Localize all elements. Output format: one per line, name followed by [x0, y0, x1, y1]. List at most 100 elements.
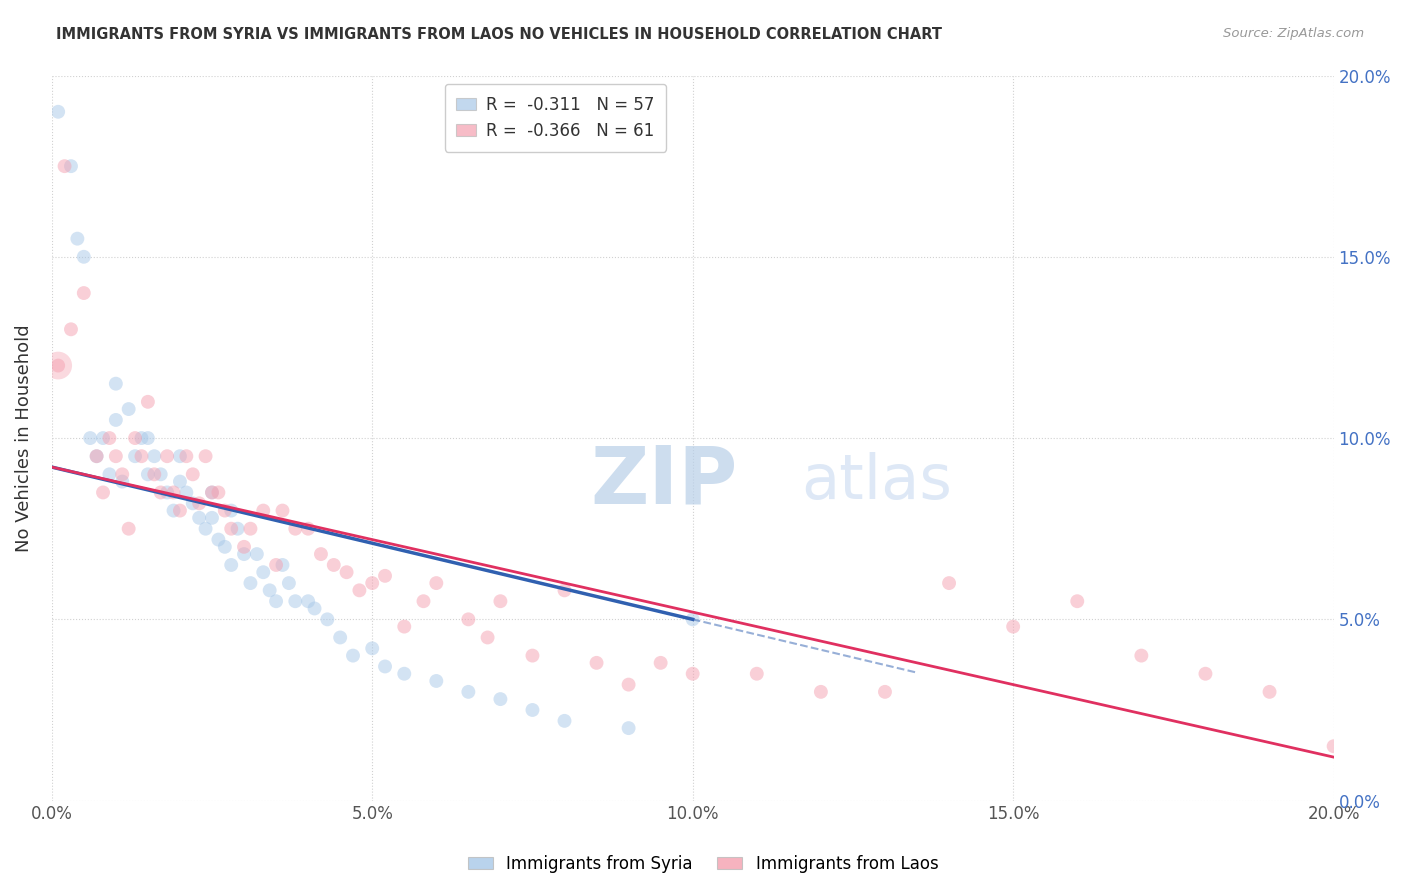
Point: [104, 449, 127, 463]
Point: [207, 485, 229, 500]
Point: [617, 721, 640, 735]
Point: [309, 547, 332, 561]
Point: [124, 449, 146, 463]
Point: [297, 594, 319, 608]
Point: [522, 703, 544, 717]
Point: [214, 540, 236, 554]
Point: [111, 467, 134, 482]
Point: [98, 467, 121, 482]
Point: [136, 467, 159, 482]
Point: [143, 467, 166, 482]
Point: [1258, 685, 1281, 699]
Point: [522, 648, 544, 663]
Point: [104, 413, 127, 427]
Point: [233, 547, 256, 561]
Text: atlas: atlas: [801, 451, 952, 512]
Point: [59, 159, 82, 173]
Point: [181, 496, 204, 510]
Point: [682, 666, 704, 681]
Point: [489, 594, 512, 608]
Point: [46, 359, 69, 373]
Point: [169, 475, 191, 489]
Point: [873, 685, 896, 699]
Point: [1130, 648, 1153, 663]
Point: [361, 641, 384, 656]
Point: [219, 558, 242, 572]
Point: [162, 485, 184, 500]
Point: [79, 431, 101, 445]
Point: [207, 533, 229, 547]
Point: [284, 594, 307, 608]
Point: [239, 576, 262, 591]
Point: [745, 666, 768, 681]
Point: [104, 376, 127, 391]
Point: [73, 286, 96, 301]
Point: [938, 576, 960, 591]
Point: [59, 322, 82, 336]
Point: [239, 522, 262, 536]
Point: [682, 612, 704, 626]
Point: [1066, 594, 1088, 608]
Point: [131, 449, 153, 463]
Y-axis label: No Vehicles in Household: No Vehicles in Household: [15, 325, 32, 552]
Point: [66, 232, 89, 246]
Point: [650, 656, 672, 670]
Point: [425, 673, 447, 688]
Point: [585, 656, 607, 670]
Point: [1002, 619, 1025, 633]
Point: [277, 576, 299, 591]
Point: [176, 449, 198, 463]
Point: [252, 503, 274, 517]
Point: [91, 431, 114, 445]
Legend: Immigrants from Syria, Immigrants from Laos: Immigrants from Syria, Immigrants from L…: [461, 848, 945, 880]
Point: [226, 522, 249, 536]
Point: [271, 503, 294, 517]
Point: [477, 631, 499, 645]
Point: [86, 449, 108, 463]
Point: [297, 522, 319, 536]
Point: [162, 503, 184, 517]
Point: [304, 601, 326, 615]
Point: [136, 431, 159, 445]
Point: [188, 496, 211, 510]
Point: [149, 485, 172, 500]
Text: IMMIGRANTS FROM SYRIA VS IMMIGRANTS FROM LAOS NO VEHICLES IN HOUSEHOLD CORRELATI: IMMIGRANTS FROM SYRIA VS IMMIGRANTS FROM…: [56, 27, 942, 42]
Point: [394, 666, 416, 681]
Point: [412, 594, 434, 608]
Point: [361, 576, 384, 591]
Point: [188, 511, 211, 525]
Point: [156, 449, 179, 463]
Text: Source: ZipAtlas.com: Source: ZipAtlas.com: [1223, 27, 1364, 40]
Point: [219, 503, 242, 517]
Point: [489, 692, 512, 706]
Text: ZIP: ZIP: [591, 442, 737, 521]
Point: [131, 431, 153, 445]
Point: [264, 558, 287, 572]
Point: [553, 583, 575, 598]
Point: [118, 402, 141, 417]
Point: [810, 685, 832, 699]
Point: [98, 431, 121, 445]
Point: [425, 576, 447, 591]
Point: [329, 631, 352, 645]
Point: [194, 522, 217, 536]
Point: [136, 394, 159, 409]
Point: [143, 449, 166, 463]
Point: [259, 583, 281, 598]
Point: [201, 485, 224, 500]
Point: [1194, 666, 1216, 681]
Point: [264, 594, 287, 608]
Point: [86, 449, 108, 463]
Point: [169, 449, 191, 463]
Point: [322, 558, 344, 572]
Point: [394, 619, 416, 633]
Point: [214, 503, 236, 517]
Point: [246, 547, 269, 561]
Point: [111, 475, 134, 489]
Point: [46, 104, 69, 119]
Point: [194, 449, 217, 463]
Point: [46, 359, 69, 373]
Point: [176, 485, 198, 500]
Point: [349, 583, 371, 598]
Point: [219, 522, 242, 536]
